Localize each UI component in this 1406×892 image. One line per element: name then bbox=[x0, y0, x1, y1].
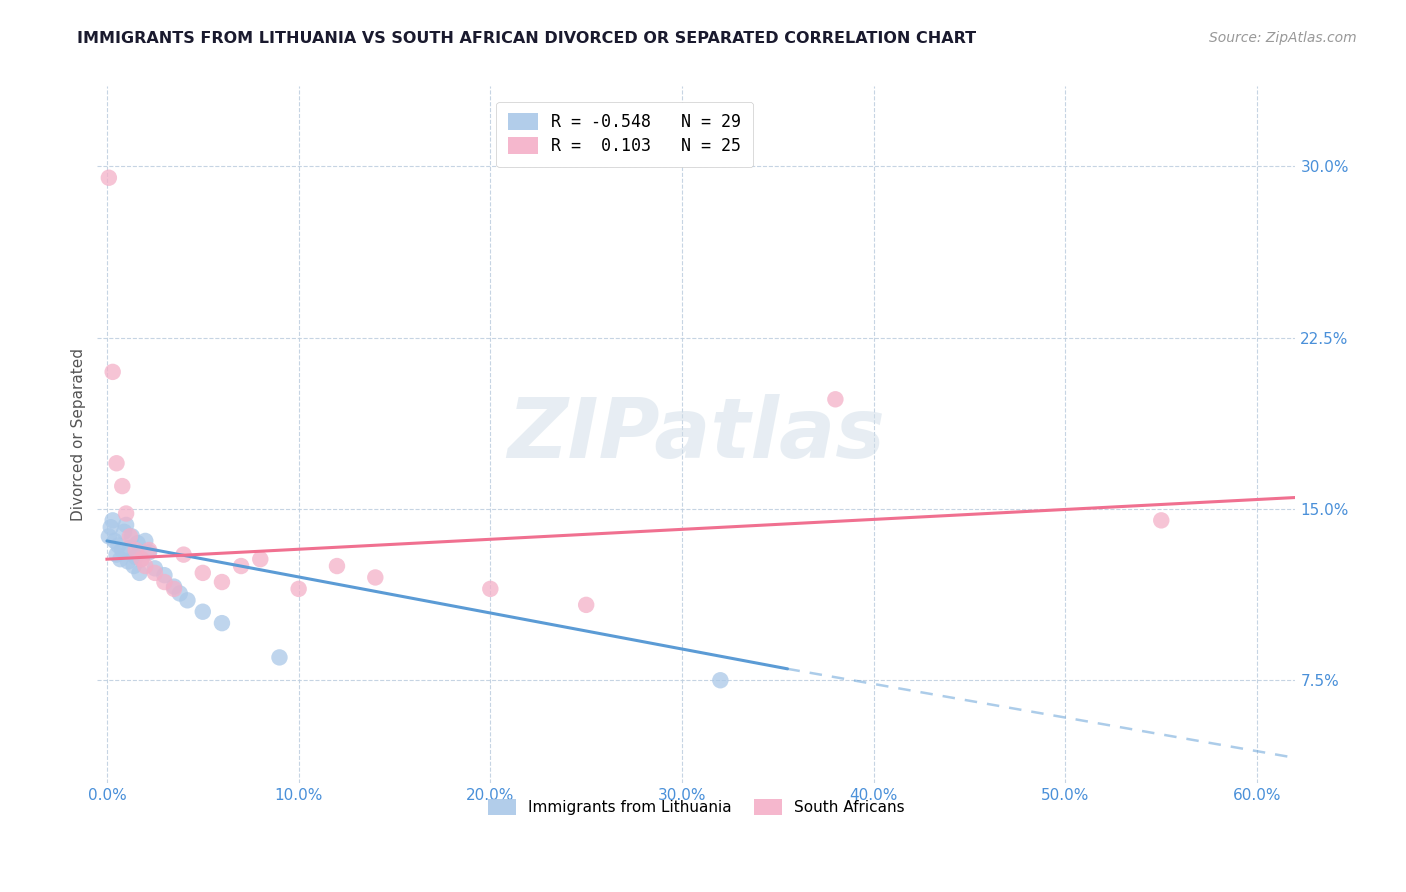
Point bbox=[709, 673, 731, 688]
Point bbox=[104, 533, 127, 548]
Point bbox=[117, 554, 139, 568]
Point bbox=[101, 365, 124, 379]
Point bbox=[138, 545, 160, 559]
Point bbox=[112, 524, 135, 539]
Point bbox=[575, 598, 598, 612]
Point bbox=[153, 568, 176, 582]
Point bbox=[128, 566, 150, 580]
Point bbox=[191, 605, 214, 619]
Point bbox=[479, 582, 502, 596]
Point bbox=[125, 543, 148, 558]
Legend: Immigrants from Lithuania, South Africans: Immigrants from Lithuania, South African… bbox=[479, 789, 914, 824]
Point bbox=[191, 566, 214, 580]
Point bbox=[100, 520, 122, 534]
Point bbox=[110, 552, 132, 566]
Point bbox=[326, 559, 349, 574]
Point bbox=[125, 549, 148, 564]
Point bbox=[131, 552, 153, 566]
Point bbox=[163, 582, 186, 596]
Point bbox=[287, 582, 309, 596]
Point bbox=[364, 570, 387, 584]
Point bbox=[176, 593, 198, 607]
Point bbox=[163, 580, 186, 594]
Point bbox=[101, 513, 124, 527]
Point bbox=[249, 552, 271, 566]
Point bbox=[105, 456, 128, 470]
Point bbox=[118, 541, 141, 555]
Text: Source: ZipAtlas.com: Source: ZipAtlas.com bbox=[1209, 31, 1357, 45]
Point bbox=[211, 575, 233, 590]
Point bbox=[134, 559, 156, 574]
Point bbox=[122, 559, 145, 574]
Point bbox=[115, 517, 138, 532]
Point bbox=[134, 533, 156, 548]
Point bbox=[111, 479, 134, 493]
Text: IMMIGRANTS FROM LITHUANIA VS SOUTH AFRICAN DIVORCED OR SEPARATED CORRELATION CHA: IMMIGRANTS FROM LITHUANIA VS SOUTH AFRIC… bbox=[77, 31, 976, 46]
Point bbox=[143, 566, 166, 580]
Point bbox=[115, 507, 138, 521]
Point bbox=[107, 539, 129, 553]
Point bbox=[97, 529, 120, 543]
Point bbox=[97, 170, 120, 185]
Point bbox=[173, 548, 195, 562]
Point bbox=[111, 543, 134, 558]
Point bbox=[824, 392, 846, 407]
Point bbox=[1150, 513, 1173, 527]
Point bbox=[105, 548, 128, 562]
Point bbox=[153, 575, 176, 590]
Point bbox=[229, 559, 252, 574]
Point bbox=[131, 552, 153, 566]
Y-axis label: Divorced or Separated: Divorced or Separated bbox=[72, 348, 86, 521]
Point bbox=[118, 529, 141, 543]
Point bbox=[269, 650, 291, 665]
Text: ZIPatlas: ZIPatlas bbox=[508, 394, 886, 475]
Point bbox=[121, 529, 143, 543]
Point bbox=[138, 543, 160, 558]
Point bbox=[127, 536, 149, 550]
Point bbox=[211, 616, 233, 631]
Point bbox=[169, 586, 191, 600]
Point bbox=[143, 561, 166, 575]
